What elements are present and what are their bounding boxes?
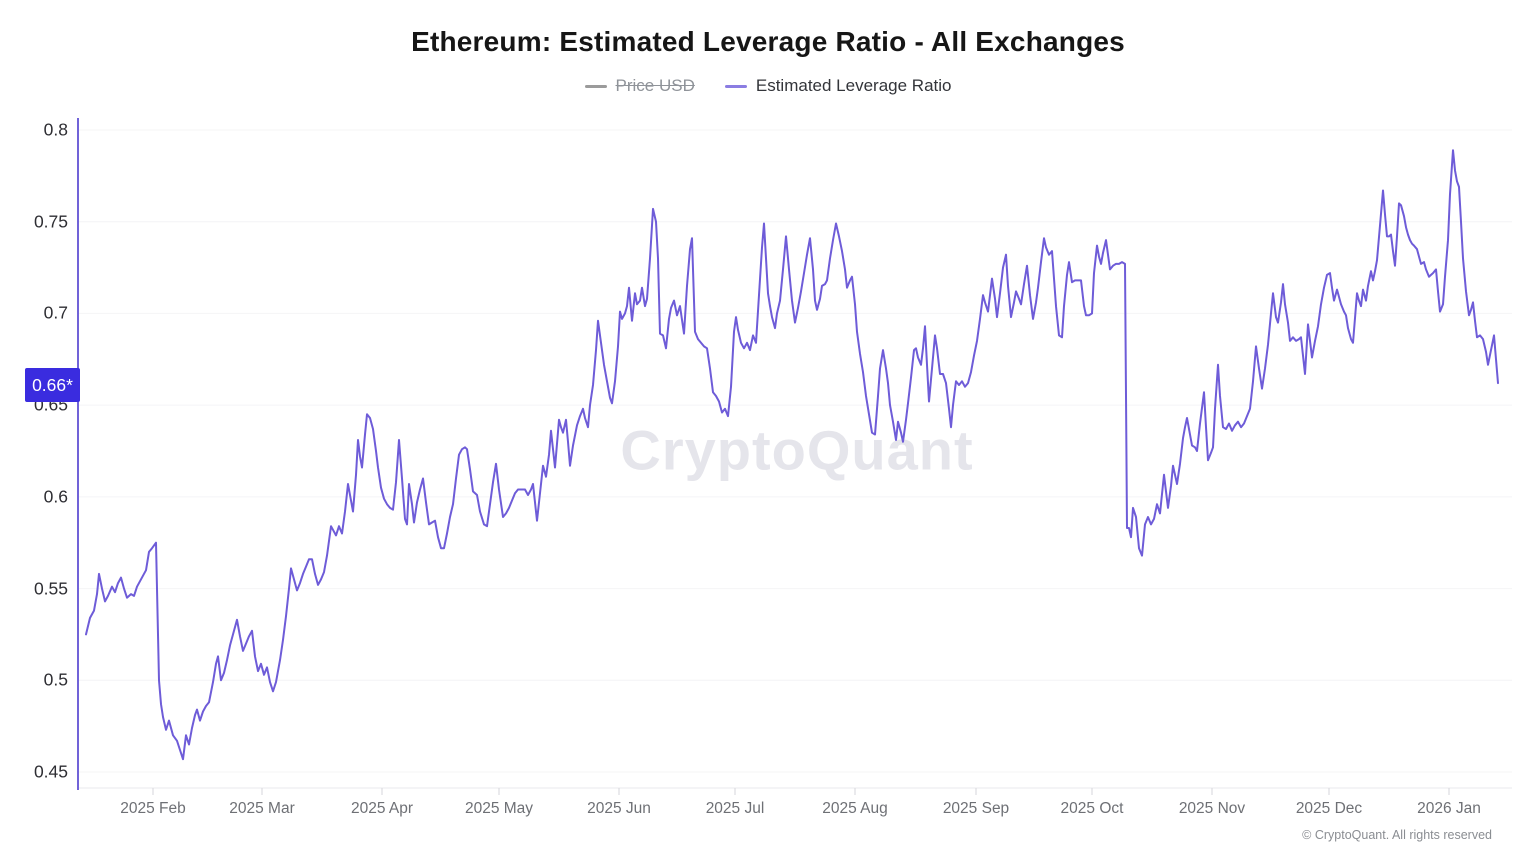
legend-label: Estimated Leverage Ratio bbox=[755, 76, 952, 95]
y-axis-tick-label: 0.8 bbox=[43, 119, 68, 140]
legend-label: Price USD bbox=[615, 76, 695, 95]
copyright-notice: © CryptoQuant. All rights reserved bbox=[1302, 828, 1492, 842]
x-axis-tick-label: 2025 Nov bbox=[1178, 800, 1246, 817]
y-axis-tick-label: 0.75 bbox=[33, 211, 68, 232]
y-axis-tick-label: 0.7 bbox=[43, 302, 68, 323]
legend-dash-icon bbox=[724, 84, 747, 88]
x-axis-tick-label: 2025 Feb bbox=[120, 800, 186, 817]
x-axis-tick-label: 2025 Jun bbox=[587, 800, 651, 817]
y-axis-tick-label: 0.55 bbox=[33, 578, 68, 599]
y-axis-tick-label: 0.6 bbox=[43, 486, 68, 507]
x-axis-tick-label: 2025 Sep bbox=[942, 800, 1010, 817]
x-axis-tick-label: 2025 Apr bbox=[350, 800, 414, 817]
x-axis-tick-label: 2025 Oct bbox=[1060, 800, 1124, 817]
legend: Price USD Estimated Leverage Ratio bbox=[0, 76, 1536, 96]
legend-item-price-usd[interactable]: Price USD bbox=[584, 76, 695, 96]
legend-dash-icon bbox=[584, 84, 607, 88]
x-axis-tick-label: 2025 Jul bbox=[705, 800, 765, 817]
chart-title: Ethereum: Estimated Leverage Ratio - All… bbox=[411, 26, 1125, 57]
y-axis-tick-label: 0.5 bbox=[43, 669, 68, 690]
x-axis-tick-label: 2026 Jan bbox=[1417, 800, 1481, 817]
x-axis-tick-label: 2025 Dec bbox=[1295, 800, 1363, 817]
x-axis-tick-label: 2025 Mar bbox=[229, 800, 295, 817]
cryptoquant-watermark: CryptoQuant bbox=[620, 418, 974, 482]
y-axis-tick-label: 0.45 bbox=[33, 761, 68, 782]
legend-item-estimated-leverage-ratio[interactable]: Estimated Leverage Ratio bbox=[724, 76, 952, 96]
x-axis-tick-label: 2025 Aug bbox=[822, 800, 888, 817]
latest-value-badge: 0.66* bbox=[25, 368, 80, 402]
x-axis-tick-label: 2025 May bbox=[464, 800, 534, 817]
